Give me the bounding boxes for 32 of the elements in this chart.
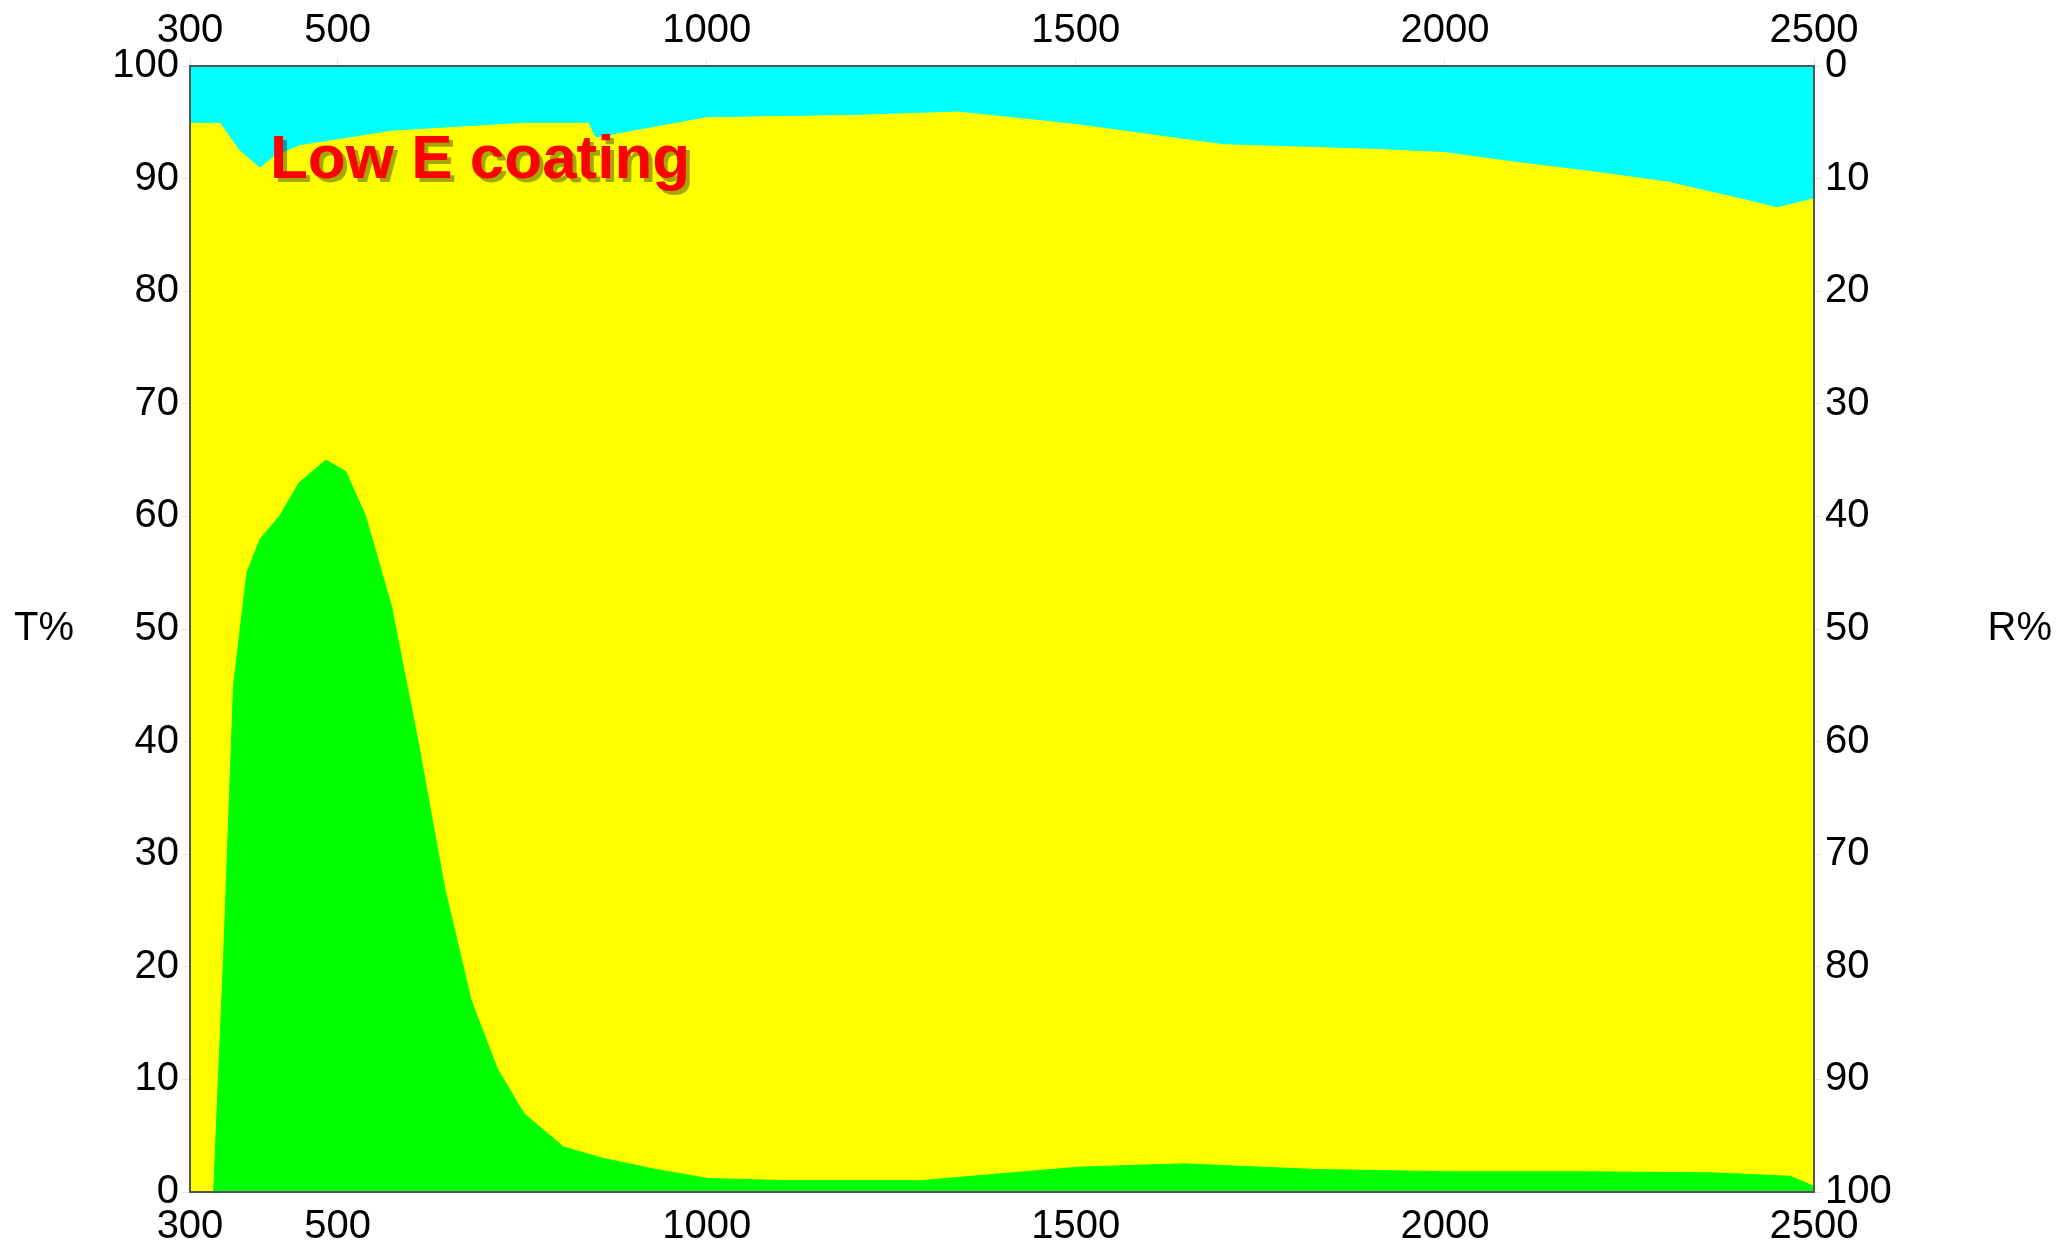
y-tick-label: 80: [134, 266, 179, 311]
y2-tick-label: 10: [1825, 153, 1870, 198]
y-tick-label: 10: [134, 1054, 179, 1099]
y-tick-label: 90: [134, 153, 179, 198]
y-tick-label: 40: [134, 716, 179, 761]
y-tick-label: 100: [112, 41, 179, 86]
x-tick-label: 500: [304, 6, 372, 51]
x2-tick-label: 2000: [1400, 1202, 1490, 1247]
y-tick-label: 50: [134, 604, 179, 649]
y2-tick-label: 60: [1825, 716, 1870, 761]
x2-tick-label: 300: [156, 1202, 224, 1247]
y2-tick-label: 0: [1825, 41, 1848, 86]
y2-tick-label: 40: [1825, 491, 1870, 536]
x-tick-label: 2000: [1400, 6, 1490, 51]
x2-tick-label: 2500: [1769, 1202, 1859, 1247]
y-tick-label: 60: [134, 491, 179, 536]
y-tick-label: 30: [134, 829, 179, 874]
x2-tick-label: 1500: [1031, 1202, 1121, 1247]
y2-tick-label: 80: [1825, 941, 1870, 986]
y2-tick-label: 70: [1825, 829, 1870, 874]
y2-tick-label: 20: [1825, 266, 1870, 311]
x2-tick-label: 1000: [662, 1202, 752, 1247]
y2-axis-title: R%: [1987, 604, 2052, 649]
y2-tick-label: 90: [1825, 1054, 1870, 1099]
y-tick-label: 70: [134, 378, 179, 423]
y2-tick-label: 30: [1825, 378, 1870, 423]
x2-tick-label: 500: [304, 1202, 372, 1247]
y-axis-title: T%: [14, 604, 74, 649]
y-tick-label: 20: [134, 941, 179, 986]
y2-tick-label: 50: [1825, 604, 1870, 649]
x-tick-label: 1000: [662, 6, 752, 51]
x-tick-label: 1500: [1031, 6, 1121, 51]
